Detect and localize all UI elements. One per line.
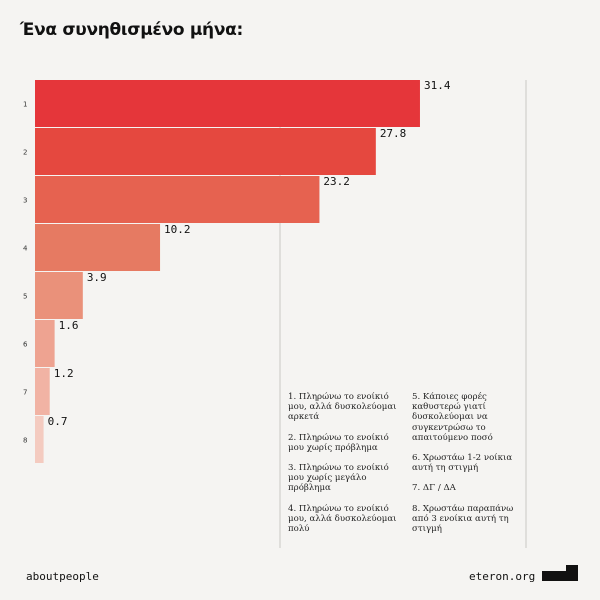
legend-item-4: 4. Πληρώνω το ενοίκιό μου, αλλά δυσκολεύ… [288, 503, 397, 535]
footer-site[interactable]: eteron.org [469, 570, 536, 583]
category-labels: 1 2 3 4 5 6 7 8 [23, 101, 28, 445]
legend-item-5: 5. Κάποιες φορές καθυστερώ γιατί δυσκολε… [412, 392, 493, 443]
bar-6 [35, 320, 55, 367]
bar-5 [35, 272, 83, 319]
category-label-6: 6 [23, 341, 28, 349]
legend-item-3: 3. Πληρώνω το ενοίκιό μου χωρίς μεγάλο π… [288, 463, 389, 494]
legend-item-6: 6. Χρωστάω 1-2 νοίκια αυτή τη στιγμή [412, 453, 513, 474]
chart-title: Ένα συνηθισμένο μήνα: [20, 20, 244, 40]
value-labels: 31.4 27.8 23.2 10.2 3.9 1.6 1.2 0.7 [48, 79, 451, 428]
value-label-7: 1.2 [54, 367, 74, 380]
bar-2 [35, 128, 376, 175]
legend-item-1: 1. Πληρώνω το ενοίκιό μου, αλλά δυσκολεύ… [288, 392, 397, 423]
bar-3 [35, 176, 320, 223]
category-label-1: 1 [23, 101, 27, 109]
legend-item-7: 7. ΔΓ / ΔΑ [412, 483, 456, 494]
value-label-8: 0.7 [48, 415, 68, 428]
eteron-logo-icon [542, 565, 578, 581]
bar-1 [35, 80, 420, 127]
category-label-5: 5 [23, 293, 27, 301]
category-label-8: 8 [23, 437, 27, 445]
category-label-7: 7 [23, 389, 27, 397]
legend-left: 1. Πληρώνω το ενοίκιό μου, αλλά δυσκολεύ… [288, 392, 406, 544]
bar-4 [35, 224, 161, 271]
footer-source: aboutpeople [26, 570, 99, 583]
bars [35, 80, 420, 463]
legend-right: 5. Κάποιες φορές καθυστερώ γιατί δυσκολε… [412, 392, 520, 544]
value-label-2: 27.8 [380, 127, 407, 140]
category-label-3: 3 [23, 197, 27, 205]
category-label-4: 4 [23, 245, 28, 253]
bar-8 [35, 416, 44, 463]
value-label-6: 1.6 [59, 319, 79, 332]
value-label-3: 23.2 [323, 175, 350, 188]
category-label-2: 2 [23, 149, 27, 157]
value-label-4: 10.2 [164, 223, 191, 236]
value-label-5: 3.9 [87, 271, 107, 284]
legend-item-8: 8. Χρωστάω παραπάνω από 3 ενοίκια αυτή τ… [412, 503, 514, 535]
bar-7 [35, 368, 50, 415]
value-label-1: 31.4 [424, 79, 451, 92]
legend-item-2: 2. Πληρώνω το ενοίκιό μου χωρίς πρόβλημα [288, 432, 389, 453]
